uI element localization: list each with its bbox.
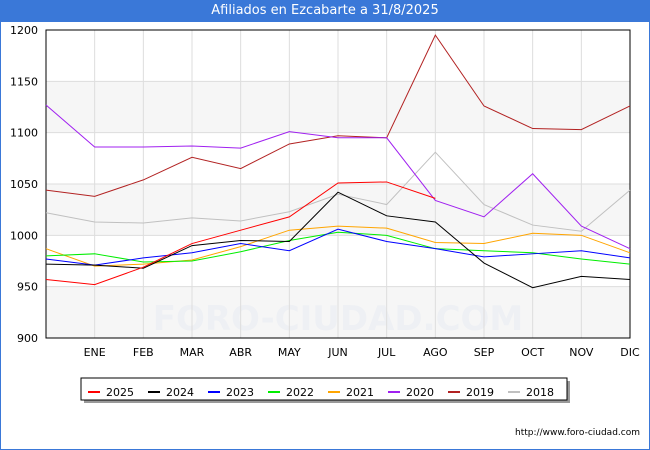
y-tick-label: 1000 (10, 229, 38, 242)
series-line-2023 (45, 228, 631, 266)
series-line-2022 (45, 231, 631, 265)
y-tick-label: 1050 (10, 178, 38, 191)
legend-label-2022: 2022 (286, 386, 314, 399)
x-tick-label: AGO (423, 346, 448, 359)
plot-border (45, 29, 631, 339)
x-tick-label: JUL (377, 346, 396, 359)
legend-label-2018: 2018 (526, 386, 554, 399)
x-tick-label: FEB (133, 346, 154, 359)
legend-label-2023: 2023 (226, 386, 254, 399)
y-tick-label: 900 (17, 332, 38, 345)
x-tick-label: SEP (474, 346, 495, 359)
legend-label-2025: 2025 (106, 386, 134, 399)
x-tick-label: MAR (180, 346, 205, 359)
y-tick-label: 1100 (10, 127, 38, 140)
legend-label-2019: 2019 (466, 386, 494, 399)
series-line-2025 (45, 181, 436, 286)
series-line-2020 (45, 104, 631, 250)
series-line-2021 (45, 225, 631, 267)
x-tick-label: ENE (84, 346, 106, 359)
x-tick-label: JUN (327, 346, 348, 359)
y-tick-label: 950 (17, 281, 38, 294)
x-tick-label: ABR (229, 346, 252, 359)
series-line-2019 (45, 34, 631, 197)
legend-box (80, 377, 568, 401)
chart-title: Afiliados en Ezcabarte a 31/8/2025 (0, 0, 650, 22)
y-tick-label: 1150 (10, 75, 38, 88)
series-line-2018 (45, 151, 631, 232)
x-tick-label: NOV (569, 346, 594, 359)
legend-label-2024: 2024 (166, 386, 194, 399)
y-tick-label: 1200 (10, 24, 38, 37)
x-tick-label: MAY (278, 346, 301, 359)
legend-label-2021: 2021 (346, 386, 374, 399)
x-tick-label: OCT (521, 346, 544, 359)
source-credit: http://www.foro-ciudad.com (515, 428, 640, 438)
x-tick-label: DIC (620, 346, 640, 359)
legend-label-2020: 2020 (406, 386, 434, 399)
series-line-2024 (45, 191, 631, 289)
